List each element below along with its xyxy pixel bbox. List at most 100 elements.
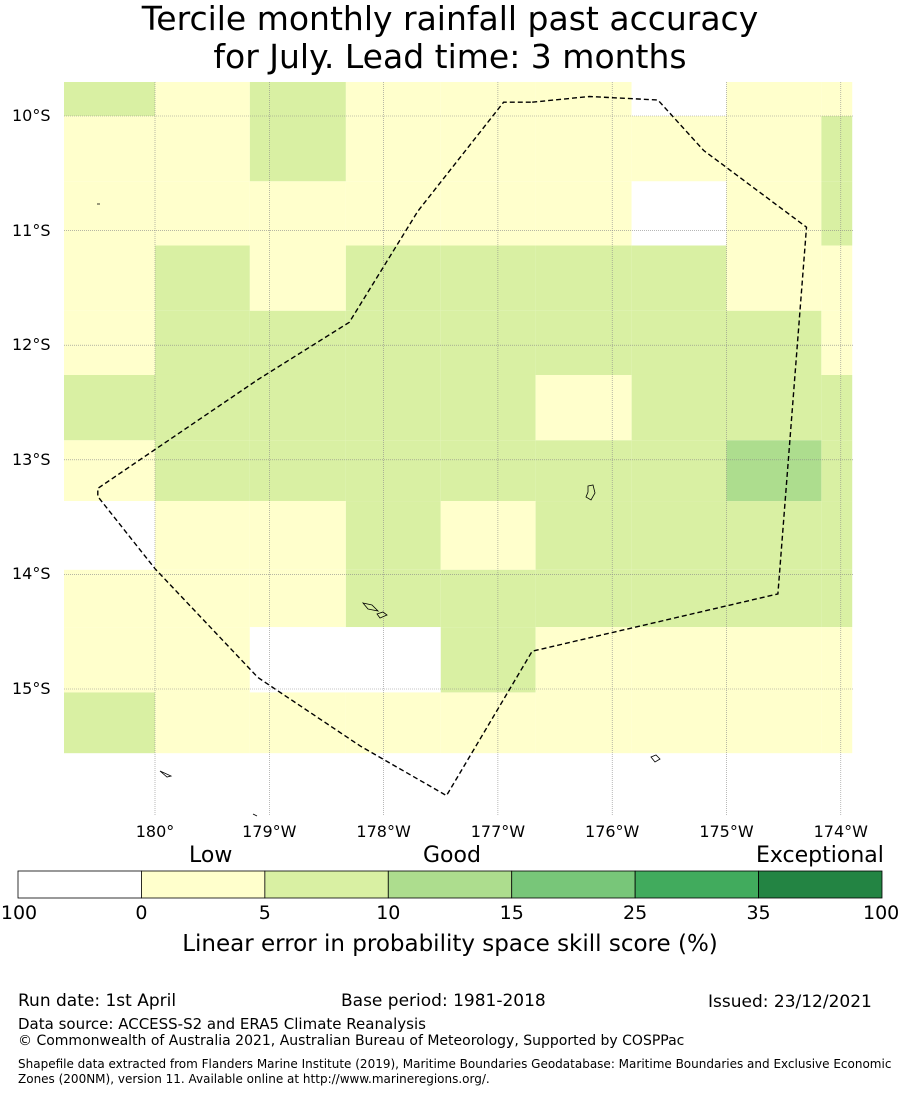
skill-cell bbox=[631, 245, 727, 311]
eez-boundary bbox=[97, 95, 808, 797]
skill-cell bbox=[64, 245, 155, 311]
skill-cell bbox=[249, 692, 346, 754]
longitude-label: 179°W bbox=[242, 822, 297, 841]
skill-cell bbox=[726, 440, 822, 502]
latitude-label: 13°S bbox=[12, 449, 51, 469]
skill-cell bbox=[64, 627, 155, 693]
colorbar-tick-label: 5 bbox=[258, 902, 271, 924]
skill-cell bbox=[631, 116, 727, 182]
skill-cell bbox=[535, 82, 632, 116]
island-outline bbox=[585, 484, 596, 501]
colorbar-tick-label: 100 bbox=[863, 902, 900, 924]
shapefile-credit-line-1: Shapefile data extracted from Flanders M… bbox=[18, 1057, 892, 1071]
skill-cell bbox=[345, 181, 441, 246]
island-outline bbox=[159, 770, 173, 778]
skill-cell bbox=[440, 374, 536, 441]
skill-cell bbox=[535, 501, 632, 570]
skill-cell bbox=[821, 310, 853, 375]
skill-cell bbox=[155, 116, 250, 182]
skill-cell bbox=[345, 245, 441, 311]
skill-cell bbox=[64, 440, 155, 502]
island-outline bbox=[252, 813, 258, 817]
skill-cell bbox=[821, 501, 853, 570]
skill-cell bbox=[535, 181, 632, 246]
skill-cell bbox=[64, 82, 155, 116]
skill-cell bbox=[631, 181, 727, 246]
skill-cell bbox=[535, 627, 632, 693]
skill-cell bbox=[726, 245, 822, 311]
colorbar-tick-label: 35 bbox=[746, 902, 771, 924]
colorbar-title: Linear error in probability space skill … bbox=[182, 931, 718, 957]
data-source: Data source: ACCESS-S2 and ERA5 Climate … bbox=[18, 1015, 426, 1033]
colorbar-tick-label: -100 bbox=[0, 902, 38, 924]
longitude-label: 177°W bbox=[470, 822, 526, 841]
skill-cell bbox=[64, 374, 155, 441]
skill-cell bbox=[345, 692, 441, 754]
skill-cell bbox=[535, 374, 632, 441]
skill-cell bbox=[64, 692, 155, 754]
colorbar-swatch bbox=[511, 870, 636, 899]
latitude-label: 15°S bbox=[12, 679, 51, 698]
skill-cell bbox=[535, 310, 632, 375]
skill-cell bbox=[440, 245, 536, 311]
skill-cell bbox=[155, 310, 250, 375]
skill-cell bbox=[345, 116, 441, 182]
title-line-2: for July. Lead time: 3 months bbox=[213, 37, 687, 76]
longitude-label: 180° bbox=[135, 822, 175, 841]
skill-cell bbox=[440, 627, 536, 693]
skill-cell bbox=[155, 692, 250, 754]
skill-cell bbox=[821, 181, 853, 246]
skill-cell bbox=[155, 627, 250, 693]
skill-cell bbox=[64, 116, 155, 182]
skill-cell bbox=[64, 569, 155, 628]
latitude-label: 10°S bbox=[12, 106, 51, 125]
longitude-label: 178°W bbox=[356, 822, 411, 841]
skill-cell bbox=[249, 82, 346, 116]
skill-cell bbox=[249, 374, 346, 441]
skill-cell bbox=[631, 692, 727, 754]
graticule bbox=[64, 82, 854, 815]
colorbar-label-low: Low bbox=[189, 843, 233, 868]
shapefile-credit-line-2: Zones (200NM), version 11. Available onl… bbox=[18, 1072, 490, 1086]
skill-cell bbox=[535, 692, 632, 754]
skill-cell bbox=[726, 501, 822, 570]
skill-cell bbox=[345, 501, 441, 570]
skill-cell bbox=[726, 116, 822, 182]
skill-cell bbox=[155, 440, 250, 502]
skill-cell bbox=[155, 245, 250, 311]
colorbar-swatch bbox=[758, 870, 883, 899]
skill-cell bbox=[631, 374, 727, 441]
skill-cell bbox=[440, 310, 536, 375]
skill-cell bbox=[440, 692, 536, 754]
skill-cell bbox=[631, 501, 727, 570]
skill-cell bbox=[155, 501, 250, 570]
skill-cell bbox=[249, 181, 346, 246]
skill-cell bbox=[345, 569, 441, 628]
skill-cell bbox=[535, 569, 632, 628]
skill-cell bbox=[155, 569, 250, 628]
skill-cell bbox=[64, 181, 155, 246]
island-outline bbox=[376, 611, 388, 619]
longitude-label: 174°W bbox=[813, 822, 868, 841]
skill-cell bbox=[249, 627, 346, 693]
skill-cell bbox=[726, 569, 822, 628]
colorbar bbox=[17, 870, 883, 899]
colorbar-tick-label: 10 bbox=[376, 902, 401, 924]
colorbar-swatch bbox=[141, 870, 266, 899]
colorbar-swatch bbox=[387, 870, 513, 899]
skill-cell bbox=[155, 374, 250, 441]
skill-cell bbox=[249, 440, 346, 502]
skill-cell bbox=[64, 501, 155, 570]
skill-cell bbox=[440, 501, 536, 570]
skill-cell bbox=[821, 245, 853, 311]
colorbar-tick-label: 25 bbox=[623, 902, 648, 924]
longitude-label: 176°W bbox=[585, 822, 640, 841]
skill-cell bbox=[631, 627, 727, 693]
skill-cell bbox=[821, 627, 853, 693]
colorbar-label-exceptional: Exceptional bbox=[756, 843, 884, 868]
skill-cell bbox=[440, 82, 536, 116]
skill-cell bbox=[440, 440, 536, 502]
skill-cell bbox=[821, 374, 853, 441]
skill-cell bbox=[249, 501, 346, 570]
skill-cell bbox=[345, 82, 441, 116]
